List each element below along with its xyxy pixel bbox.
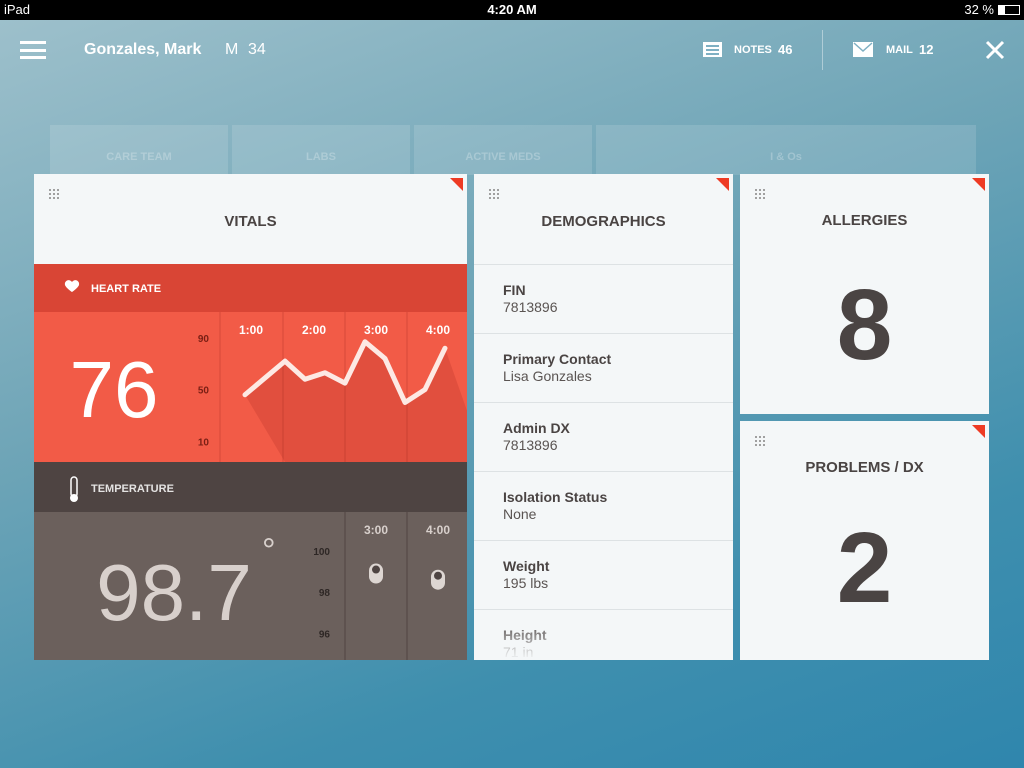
background-tab: CARE TEAM bbox=[50, 125, 228, 175]
mail-count: 12 bbox=[919, 42, 934, 57]
battery-label: 32 % bbox=[964, 2, 994, 17]
field-label: Weight bbox=[503, 558, 550, 574]
background-tab: ACTIVE MEDS bbox=[414, 125, 592, 175]
time-label: 1:00 bbox=[239, 323, 263, 337]
problems-card[interactable]: PROBLEMS / DX 2 bbox=[740, 421, 989, 660]
drag-handle bbox=[754, 188, 766, 200]
corner-flag bbox=[716, 178, 729, 191]
problem-count: 2 bbox=[836, 512, 893, 624]
y-tick-label: 96 bbox=[319, 629, 331, 640]
heart-icon bbox=[64, 280, 80, 292]
thermometer-bulb bbox=[70, 494, 78, 502]
menu-button[interactable] bbox=[20, 41, 46, 59]
field: FIN 7813896 bbox=[474, 264, 733, 333]
field: Isolation Status None bbox=[474, 471, 733, 540]
card-title: DEMOGRAPHICS bbox=[541, 213, 666, 230]
temperature-unit: ° bbox=[262, 532, 276, 570]
field-value: Lisa Gonzales bbox=[503, 368, 592, 384]
drag-handle bbox=[48, 188, 60, 200]
corner-flag bbox=[450, 178, 463, 191]
field-label: Primary Contact bbox=[503, 351, 612, 367]
trend-line bbox=[242, 339, 448, 406]
drag-handle bbox=[754, 435, 766, 447]
field-value: None bbox=[503, 506, 537, 522]
status-bar: iPad 4:20 AM 32 % bbox=[0, 0, 1024, 20]
vitals-panel: HEART RATE 76 TEMPERATURE 98.7 ° 1:00 2:0… bbox=[34, 264, 467, 660]
close-button[interactable] bbox=[985, 40, 1005, 60]
demographics-card[interactable]: DEMOGRAPHICS FIN 7813896 Primary Contact Li… bbox=[474, 174, 733, 660]
drag-handle bbox=[488, 188, 500, 200]
y-tick-label: 10 bbox=[198, 437, 210, 448]
divider bbox=[822, 30, 823, 70]
card-title: ALLERGIES bbox=[821, 212, 908, 229]
y-tick-label: 90 bbox=[198, 334, 210, 345]
patient-sex: M bbox=[225, 41, 239, 58]
card-title: VITALS bbox=[224, 213, 277, 230]
corner-flag bbox=[972, 425, 985, 438]
clock: 4:20 AM bbox=[487, 2, 537, 17]
time-label: 2:00 bbox=[302, 323, 326, 337]
notes-button[interactable]: NOTES 46 bbox=[703, 42, 803, 62]
time-label: 4:00 bbox=[426, 323, 450, 337]
field-value: 195 lbs bbox=[503, 575, 549, 591]
temperature-value: 98.7 bbox=[96, 548, 252, 637]
notes-count: 46 bbox=[778, 42, 793, 57]
fade bbox=[474, 620, 733, 660]
notes-label: NOTES bbox=[734, 44, 772, 56]
field-label: FIN bbox=[503, 282, 526, 298]
allergies-card[interactable]: ALLERGIES 8 bbox=[740, 174, 989, 414]
allergy-count: 8 bbox=[836, 269, 893, 381]
notes-icon bbox=[703, 42, 722, 57]
background-tab: I & Os bbox=[596, 125, 976, 175]
field-label: Isolation Status bbox=[503, 489, 608, 505]
field: Admin DX 7813896 bbox=[474, 402, 733, 471]
mail-icon bbox=[853, 42, 873, 57]
mail-label: MAIL bbox=[886, 44, 913, 56]
mail-button[interactable]: MAIL 12 bbox=[853, 42, 943, 62]
field: Weight 195 lbs bbox=[474, 540, 733, 609]
temperature-label: TEMPERATURE bbox=[91, 483, 174, 495]
y-tick-label: 98 bbox=[319, 588, 331, 599]
time-label: 3:00 bbox=[364, 523, 388, 537]
field-value: 7813896 bbox=[503, 299, 558, 315]
field: Primary Contact Lisa Gonzales bbox=[474, 333, 733, 402]
battery-icon bbox=[998, 5, 1020, 15]
device-label: iPad bbox=[4, 2, 31, 17]
patient-name: Gonzales, Mark bbox=[84, 41, 202, 58]
y-tick-label: 50 bbox=[198, 386, 210, 397]
time-label: 4:00 bbox=[426, 523, 450, 537]
background-tab: LABS bbox=[232, 125, 410, 175]
field-value: 7813896 bbox=[503, 437, 558, 453]
corner-flag bbox=[972, 178, 985, 191]
y-tick-label: 100 bbox=[313, 547, 330, 558]
vitals-card[interactable]: VITALS HEART RATE 76 TEMPERATURE 98.7 ° … bbox=[34, 174, 467, 660]
header: Gonzales, Mark M 34 NOTES 46 MAIL 12 bbox=[0, 20, 1024, 80]
temp-header bbox=[34, 462, 467, 512]
patient-age: 34 bbox=[248, 41, 266, 58]
heart-rate-value: 76 bbox=[70, 345, 159, 434]
temp-body bbox=[34, 512, 467, 660]
reading-cap bbox=[372, 565, 380, 574]
reading-cap bbox=[434, 571, 442, 580]
time-label: 3:00 bbox=[364, 323, 388, 337]
heart-header bbox=[34, 264, 467, 312]
field-label: Admin DX bbox=[503, 420, 570, 436]
heart-rate-label: HEART RATE bbox=[91, 283, 161, 295]
card-title: PROBLEMS / DX bbox=[805, 459, 924, 476]
trend-shadow bbox=[245, 341, 467, 462]
